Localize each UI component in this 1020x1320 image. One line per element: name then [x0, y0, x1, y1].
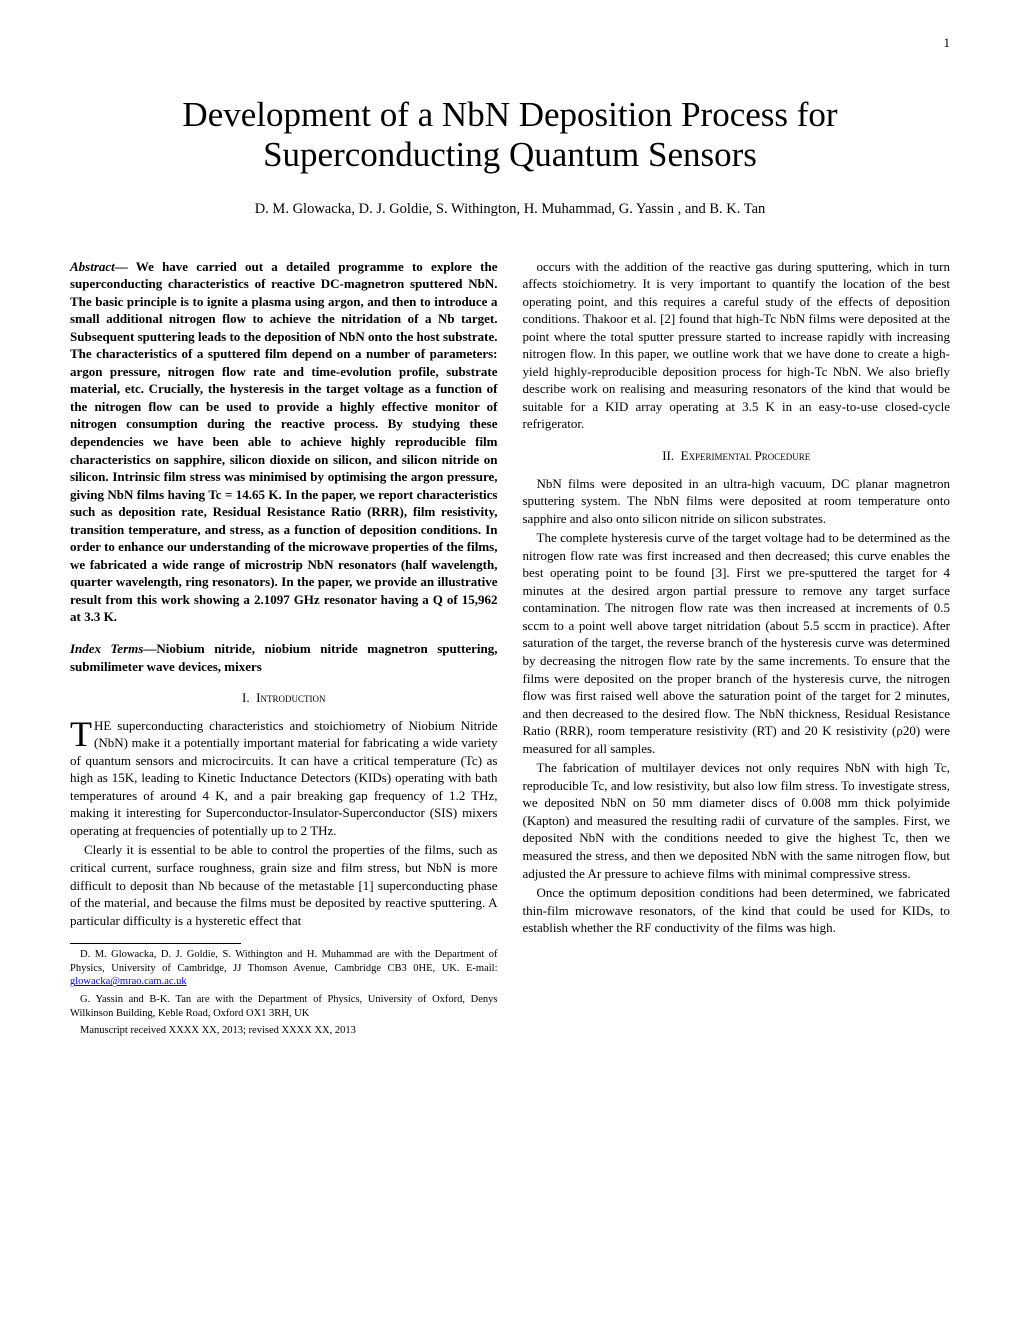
abstract-section: Abstract— We have carried out a detailed…: [70, 258, 498, 626]
index-terms-section: Index Terms—Niobium nitride, niobium nit…: [70, 640, 498, 675]
index-terms-label: Index Terms: [70, 641, 143, 656]
page-number: 1: [944, 35, 951, 51]
footnote-3: Manuscript received XXXX XX, 2013; revis…: [70, 1024, 498, 1038]
abstract-text: — We have carried out a detailed program…: [70, 259, 498, 625]
section-number: II.: [662, 448, 674, 463]
section-heading-introduction: I. Introduction: [70, 689, 498, 707]
abstract-label: Abstract: [70, 259, 115, 274]
footnote-text: D. M. Glowacka, D. J. Goldie, S. Withing…: [70, 949, 498, 974]
footnote-2: G. Yassin and B-K. Tan are with the Depa…: [70, 993, 498, 1020]
experimental-paragraph-4: Once the optimum deposition conditions h…: [523, 884, 951, 937]
paper-title: Development of a NbN Deposition Process …: [70, 95, 950, 176]
footnote-1: D. M. Glowacka, D. J. Goldie, S. Withing…: [70, 948, 498, 989]
main-content: Abstract— We have carried out a detailed…: [70, 258, 950, 1039]
para-text: HE superconducting characteristics and s…: [70, 718, 498, 838]
section-title: Introduction: [256, 690, 325, 705]
intro-paragraph-3: occurs with the addition of the reactive…: [523, 258, 951, 433]
section-heading-experimental: II. Experimental Procedure: [523, 447, 951, 465]
authors-line: D. M. Glowacka, D. J. Goldie, S. Withing…: [70, 201, 950, 218]
experimental-paragraph-1: NbN films were deposited in an ultra-hig…: [523, 475, 951, 528]
footnote-divider: [70, 943, 241, 944]
section-title: Experimental Procedure: [681, 448, 811, 463]
intro-paragraph-1: THE superconducting characteristics and …: [70, 717, 498, 840]
section-number: I.: [242, 690, 250, 705]
experimental-paragraph-2: The complete hysteresis curve of the tar…: [523, 529, 951, 757]
footnote-email-link[interactable]: glowacka@mrao.cam.ac.uk: [70, 976, 187, 987]
experimental-paragraph-3: The fabrication of multilayer devices no…: [523, 759, 951, 882]
dropcap: T: [70, 719, 92, 749]
intro-paragraph-2: Clearly it is essential to be able to co…: [70, 841, 498, 929]
